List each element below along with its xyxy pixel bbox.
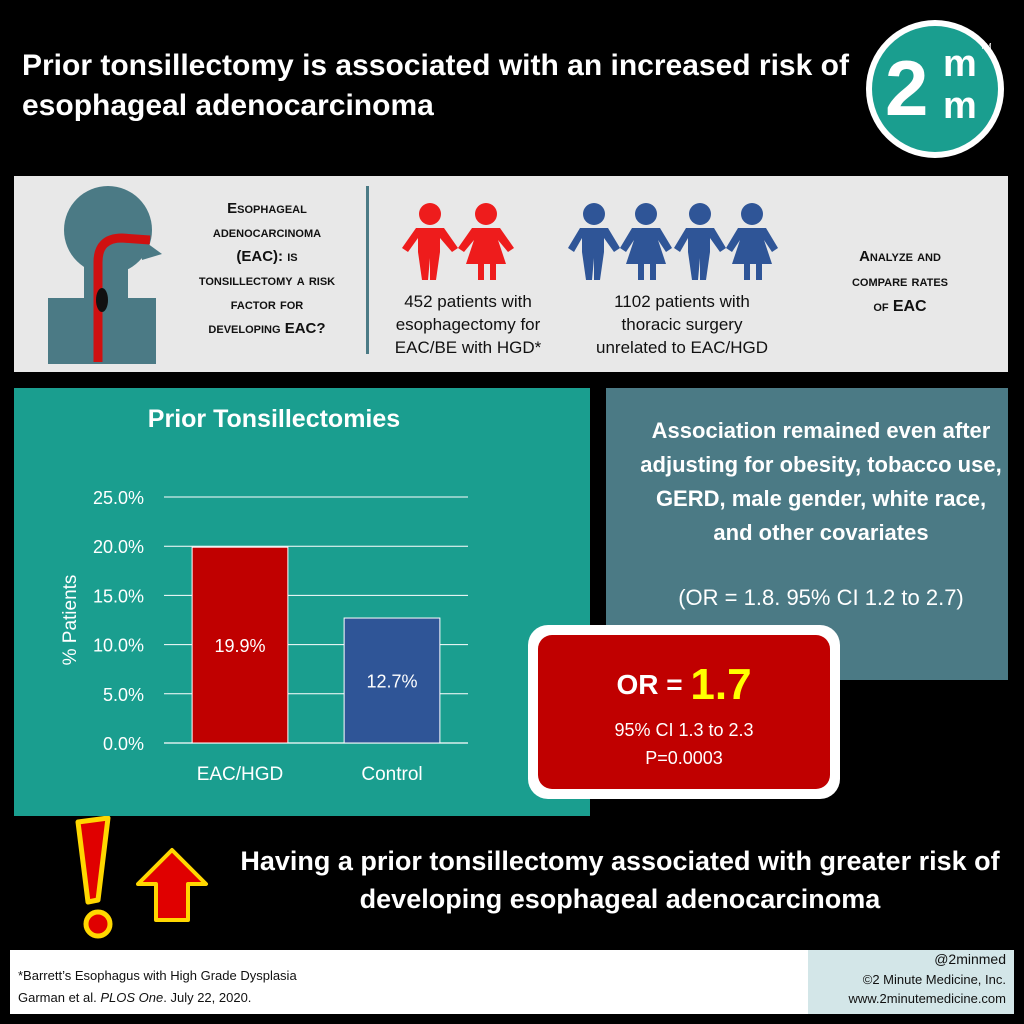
method-line-2: compare rates	[851, 273, 949, 290]
logo-letter-top: m	[943, 43, 977, 85]
odds-ratio-value: 1.7	[690, 660, 752, 709]
website-link[interactable]: www.2minutemedicine.com	[848, 991, 1006, 1006]
question-line-3b: is	[287, 248, 298, 265]
y-tick-label: 5.0%	[103, 685, 144, 705]
control-group-description: 1102 patients with thoracic surgery unre…	[572, 290, 792, 359]
case-group-description: 452 patients with esophagectomy for EAC/…	[378, 290, 558, 359]
study-method: Analyze and compare rates of EAC	[830, 244, 970, 319]
conclusion-panel	[62, 826, 1008, 948]
question-line-1: Esophageal	[227, 200, 307, 217]
case-group-line-2: esophagectomy for	[395, 315, 541, 334]
question-line-6b: EAC?	[284, 320, 326, 337]
social-handle: @2minmed	[934, 951, 1006, 967]
odds-ratio-card-inner	[538, 635, 830, 789]
control-group-line-2: thoracic surgery	[621, 315, 743, 334]
y-tick-label: 15.0%	[93, 586, 144, 606]
bar-value-label: 19.9%	[214, 636, 265, 656]
summary-divider	[366, 186, 369, 354]
bar	[343, 617, 441, 744]
red-people-icon	[402, 203, 514, 280]
copyright: ©2 Minute Medicine, Inc.	[862, 972, 1006, 987]
citation: Garman et al. PLOS One. July 22, 2020.	[18, 990, 251, 1005]
bar	[191, 546, 289, 744]
control-group-line-1: 1102 patients with	[614, 292, 750, 311]
case-group-line-3: EAC/BE with HGD*	[394, 338, 542, 357]
citation-journal: PLOS One	[100, 990, 164, 1005]
y-tick-label: 25.0%	[93, 488, 144, 508]
page-title: Prior tonsillectomy is associated with a…	[22, 49, 849, 122]
case-group-line-1: 452 patients with	[404, 292, 532, 311]
question-line-5: factor for	[230, 296, 304, 313]
credit-box	[808, 950, 1014, 1014]
chart-panel	[14, 388, 590, 816]
brand-logo-circle	[872, 26, 998, 152]
method-line-3a: of	[873, 298, 893, 315]
y-tick-label: 10.0%	[93, 636, 144, 656]
question-line-4: tonsillectomy a risk	[198, 272, 336, 289]
footnote: *Barrett’s Esophagus with High Grade Dys…	[18, 968, 297, 983]
method-line-1: Analyze and	[859, 248, 941, 265]
citation-date: . July 22, 2020.	[163, 990, 252, 1005]
adjusted-odds-ratio: (OR = 1.8. 95% CI 1.2 to 2.7)	[678, 585, 964, 610]
chart-title: Prior Tonsillectomies	[147, 405, 401, 433]
p-value: P=0.0003	[645, 748, 723, 768]
increase-arrow-icon	[136, 848, 208, 922]
odds-ratio-headline: OR = 1.7	[538, 660, 830, 710]
bar-value-label: 12.7%	[366, 672, 417, 692]
citation-authors: Garman et al.	[18, 990, 101, 1005]
logo-number: 2	[885, 44, 929, 132]
warning-exclamation-icon	[75, 816, 113, 939]
logo-letter-bottom: m	[943, 85, 977, 127]
y-tick-label: 20.0%	[93, 537, 144, 557]
y-axis-label: % Patients	[60, 575, 81, 666]
question-line-2: adenocarcinoma	[212, 224, 322, 241]
control-group-line-3: unrelated to EAC/HGD	[596, 338, 768, 357]
logo-trademark: TM	[980, 42, 992, 51]
method-line-3b: EAC	[892, 298, 927, 315]
title-bar	[10, 10, 1014, 160]
blue-people-icon	[568, 203, 778, 280]
y-tick-label: 0.0%	[103, 734, 144, 754]
bar-chart: 0.0% 5.0% 10.0% 15.0% 20.0% 25.0% 19.9% EAC/HGD…	[60, 488, 468, 785]
question-line-6a: developing	[208, 320, 285, 337]
study-summary-panel	[14, 176, 1008, 372]
study-question: Esophageal adenocarcinoma (EAC): is tons…	[174, 197, 360, 341]
x-tick-label: EAC/HGD	[197, 764, 284, 785]
confidence-interval: 95% CI 1.3 to 2.3	[614, 720, 754, 740]
adjusted-association-text: Association remained even after adjustin…	[640, 418, 1002, 545]
question-line-3a: (EAC):	[236, 248, 288, 265]
odds-ratio-label: OR =	[616, 669, 691, 700]
esophagus-head-icon	[48, 186, 162, 364]
conclusion-text: Having a prior tonsillectomy associated …	[240, 846, 1000, 914]
x-tick-label: Control	[361, 764, 422, 785]
